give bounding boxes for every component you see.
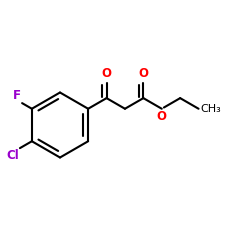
Text: O: O — [102, 67, 112, 80]
Text: F: F — [13, 89, 21, 102]
Text: O: O — [138, 67, 148, 80]
Text: CH₃: CH₃ — [200, 104, 221, 114]
Text: O: O — [157, 110, 167, 122]
Text: Cl: Cl — [6, 150, 19, 162]
